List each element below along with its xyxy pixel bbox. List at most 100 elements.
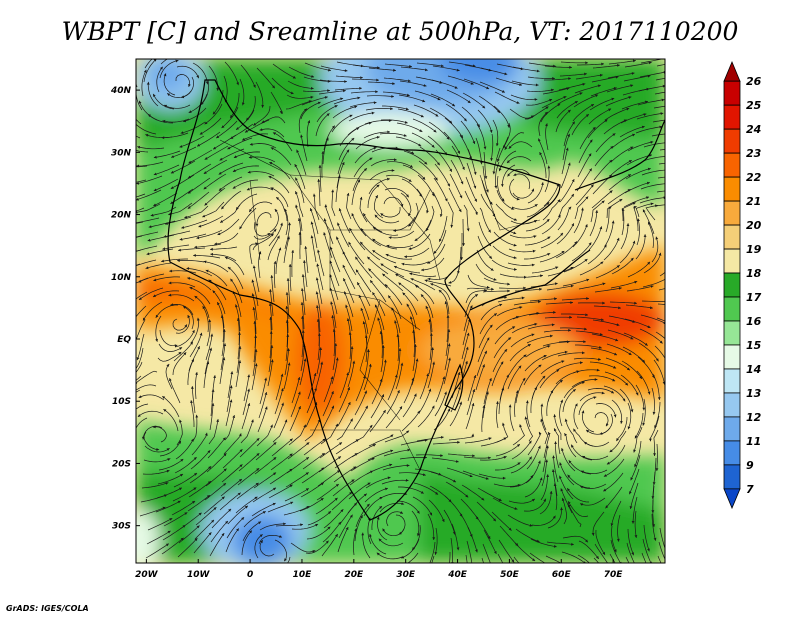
streamline-arrow [516,197,520,201]
streamline [541,459,548,487]
streamline-arrow [618,306,621,310]
streamline [467,274,490,288]
streamline [156,66,163,93]
streamline-arrow [529,456,532,460]
streamline-arrow [297,218,301,221]
streamline-arrow [613,87,617,90]
streamline-arrow [408,79,411,83]
streamline-arrow [232,415,236,418]
streamline-arrow [521,296,525,300]
streamline [391,307,401,334]
streamline [431,457,459,463]
streamline [561,447,576,472]
colorbar-label: 9 [746,459,754,472]
streamline [224,61,239,86]
streamline [307,511,332,526]
streamline [273,261,276,289]
streamline-arrow [391,307,395,311]
streamline [524,236,551,246]
lat-label: 20N [111,211,132,221]
streamline [269,331,272,359]
lat-label: 10N [111,273,132,283]
streamline [143,59,157,83]
streamline-arrow [489,129,493,133]
streamline-arrow [493,313,497,317]
streamline-arrow [475,294,478,297]
streamline-arrow [343,89,346,93]
streamline [622,346,646,363]
streamline-arrow [444,301,448,305]
streamline-arrow [552,515,556,519]
streamline-arrow [450,224,454,228]
streamline-arrow [642,209,646,213]
streamline [420,294,434,319]
colorbar-swatch [723,200,741,226]
streamline-arrow [512,326,516,329]
streamline [655,77,665,81]
streamline-arrow [174,344,178,348]
streamline-arrow [223,483,226,486]
streamline [289,263,292,292]
streamline-arrow [211,403,215,406]
streamline [401,410,421,432]
streamline [232,165,260,173]
streamline-arrow [595,210,599,213]
streamline [636,218,640,246]
streamline [579,392,605,402]
streamline-arrow [398,282,402,286]
streamline-arrow [388,295,391,299]
streamline [619,126,645,138]
streamline [483,151,487,179]
streamline [546,390,554,417]
streamline [329,274,339,301]
streamline [190,400,195,427]
streamline-arrow [289,484,293,488]
streamline [653,359,665,385]
streamline-arrow [635,565,638,568]
streamline [480,67,508,75]
colorbar-label: 12 [746,411,762,424]
streamline [204,145,229,160]
streamline-arrow [429,512,432,516]
streamline-arrow [306,442,310,446]
streamline [545,302,574,305]
streamline-arrow [345,304,348,308]
streamline-arrow [255,242,258,246]
streamline-arrow [178,487,182,491]
streamline-arrow [597,84,601,88]
streamline-arrow [380,213,384,217]
streamline-arrow [563,96,567,99]
streamline [483,529,497,555]
streamline [194,519,215,540]
streamline [355,375,366,402]
streamline-arrow [119,199,122,202]
streamline-arrow [359,86,362,90]
streamline-arrow [261,120,265,123]
streamline-arrow [136,197,139,201]
streamline [143,458,171,463]
streamline-arrow [337,222,340,226]
streamline [218,176,243,191]
streamline-arrow [431,405,435,409]
colorbar-label: 20 [746,219,762,232]
streamline [606,84,634,93]
lon-label: 20W [135,570,159,580]
streamline [408,233,431,250]
streamline [593,557,600,563]
streamline-arrow [486,337,490,341]
streamline-arrow [460,135,463,138]
streamline-arrow [143,69,147,73]
streamline-arrow [211,519,214,523]
streamline-arrow [549,491,553,494]
streamline [243,511,266,528]
streamline [155,500,181,513]
streamline [448,187,462,213]
streamline [172,352,187,376]
streamline-arrow [482,105,486,109]
temperature-field [136,59,665,563]
streamline [546,285,574,291]
streamline [219,148,245,161]
streamline-arrow [560,488,564,492]
streamline-arrow [251,419,254,423]
streamline-arrow [460,257,464,260]
